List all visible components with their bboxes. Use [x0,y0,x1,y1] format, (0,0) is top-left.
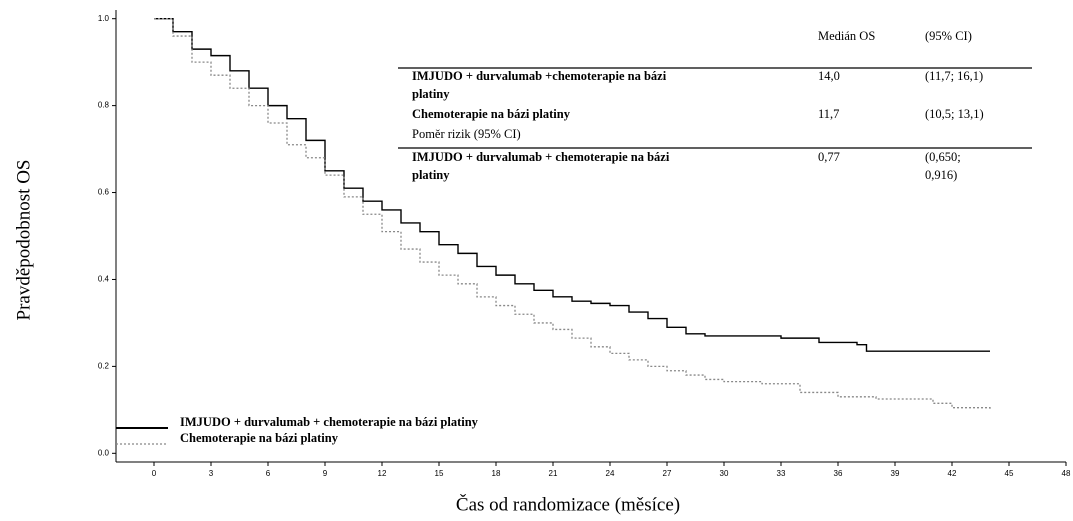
y-axis-label: Pravděpodobnost OS [13,160,34,321]
x-tick-label: 36 [834,469,843,478]
table-label: platiny [412,168,450,182]
legend-label: IMJUDO + durvalumab + chemoterapie na bá… [180,415,479,429]
x-tick-label: 21 [549,469,558,478]
x-tick-label: 48 [1062,469,1071,478]
x-tick-label: 45 [1005,469,1014,478]
x-tick-label: 12 [378,469,387,478]
y-tick-label: 0.6 [98,188,110,197]
y-tick-label: 0.0 [98,448,110,457]
y-tick-label: 0.8 [98,101,110,110]
x-tick-label: 0 [152,469,157,478]
table-ci: (0,650; [925,150,961,164]
table-ci: (11,7; 16,1) [925,69,983,83]
table-label: IMJUDO + durvalumab + chemoterapie na bá… [412,150,670,164]
x-tick-label: 9 [323,469,328,478]
x-tick-label: 15 [435,469,444,478]
y-tick-label: 0.4 [98,275,110,284]
x-tick-label: 27 [663,469,672,478]
x-tick-label: 30 [720,469,729,478]
x-tick-label: 33 [777,469,786,478]
x-tick-label: 6 [266,469,271,478]
x-tick-label: 24 [606,469,615,478]
y-tick-label: 1.0 [98,14,110,23]
table-header: Medián OS [818,29,875,43]
x-tick-label: 18 [492,469,501,478]
table-median: 14,0 [818,69,840,83]
survival-curve [154,18,991,410]
table-label: platiny [412,87,450,101]
x-axis-label: Čas od randomizace (měsíce) [456,493,680,515]
table-label: Chemoterapie na bázi platiny [412,107,571,121]
table-median: 0,77 [818,150,840,164]
table-ci: 0,916) [925,168,957,182]
table-header: (95% CI) [925,29,972,43]
x-tick-label: 39 [891,469,900,478]
legend-label: Chemoterapie na bázi platiny [180,431,339,445]
table-subtitle: Poměr rizik (95% CI) [412,127,521,141]
table-label: IMJUDO + durvalumab +chemoterapie na báz… [412,69,667,83]
table-ci: (10,5; 13,1) [925,107,984,121]
table-median: 11,7 [818,107,839,121]
y-tick-label: 0.2 [98,361,110,370]
x-tick-label: 42 [948,469,957,478]
survival-curve [154,17,990,352]
x-tick-label: 3 [209,469,214,478]
